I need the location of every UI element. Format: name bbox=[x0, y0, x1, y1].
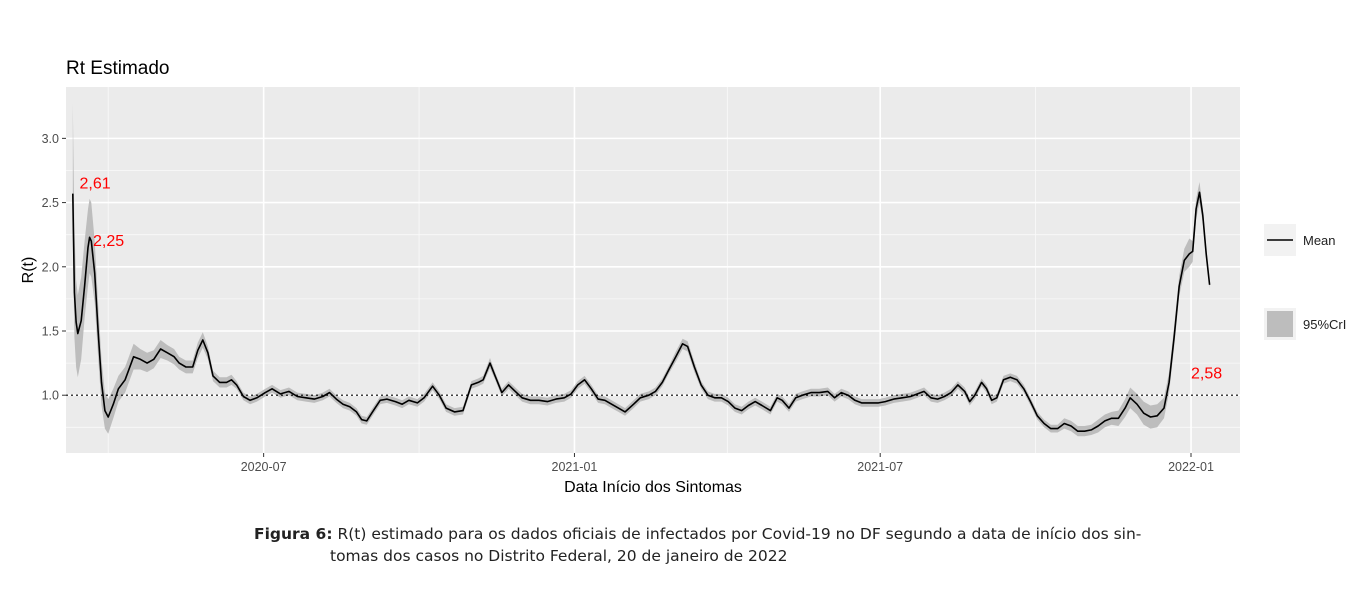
y-axis-label: R(t) bbox=[20, 257, 37, 284]
y-tick-label: 2.5 bbox=[42, 196, 59, 210]
x-axis: 2020-07 2021-01 2021-07 2022-01 bbox=[241, 453, 1214, 474]
y-axis: 1.0 1.5 2.0 2.5 3.0 bbox=[42, 132, 66, 403]
caption-line-1: R(t) estimado para os dados oficiais de … bbox=[337, 525, 1142, 543]
y-tick-label: 1.0 bbox=[42, 389, 59, 403]
x-tick-label: 2021-07 bbox=[857, 460, 903, 474]
caption-line-2: tomas dos casos no Distrito Federal, 20 … bbox=[330, 547, 788, 565]
annotation-label: 2,61 bbox=[80, 175, 111, 192]
annotation-label: 2,25 bbox=[93, 233, 124, 250]
annotations: 2,61 2,25 2,58 bbox=[80, 175, 1223, 382]
x-axis-label: Data Início dos Sintomas bbox=[564, 479, 742, 496]
y-tick-label: 2.0 bbox=[42, 260, 59, 274]
figure-caption: Figura 6: R(t) estimado para os dados of… bbox=[254, 523, 1154, 567]
legend-label-mean: Mean bbox=[1303, 233, 1336, 248]
mean-line bbox=[72, 191, 1211, 432]
legend: Mean 95%CrI bbox=[1264, 224, 1346, 340]
y-tick-label: 3.0 bbox=[42, 132, 59, 146]
chart-title: Rt Estimado bbox=[66, 58, 169, 79]
legend-band-swatch bbox=[1267, 311, 1293, 337]
annotation-label: 2,58 bbox=[1191, 366, 1222, 383]
x-tick-label: 2022-01 bbox=[1168, 460, 1214, 474]
x-tick-label: 2020-07 bbox=[241, 460, 287, 474]
legend-label-band: 95%CrI bbox=[1303, 317, 1346, 332]
caption-label: Figura 6: bbox=[254, 525, 333, 543]
y-tick-label: 1.5 bbox=[42, 325, 59, 339]
x-tick-label: 2021-01 bbox=[552, 460, 598, 474]
